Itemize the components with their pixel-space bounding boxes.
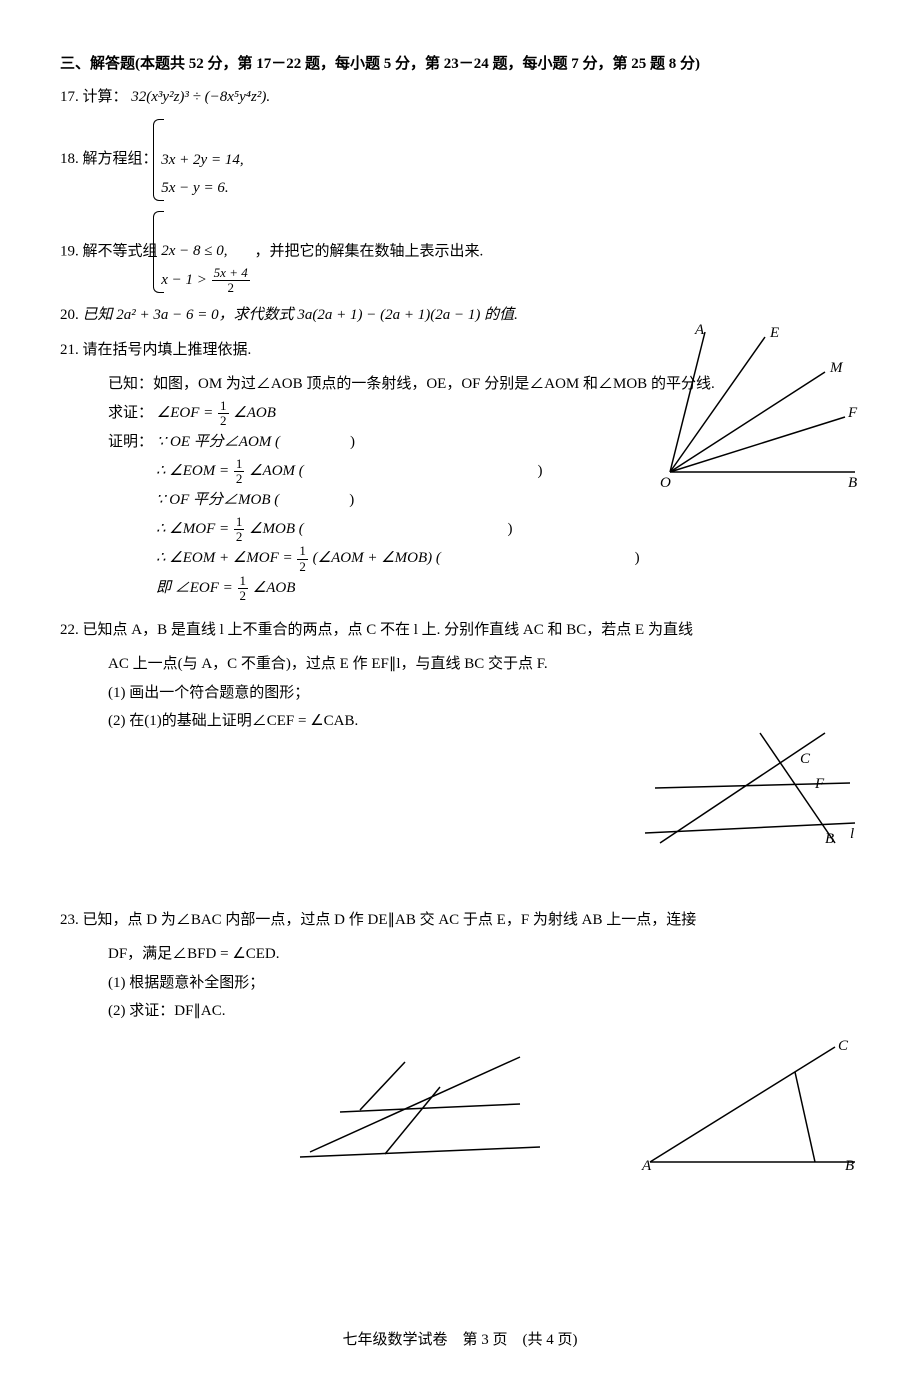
label-F: F	[814, 776, 825, 792]
page-footer: 七年级数学试卷 第 3 页 (共 4 页)	[0, 1326, 920, 1355]
q21-num: 21.	[60, 342, 79, 358]
q19-ineq1: 2x − 8 ≤ 0,	[161, 237, 250, 266]
q17-label: 计算：	[83, 89, 128, 105]
half-frac: 12	[297, 544, 308, 574]
q22-p1: (1) 画出一个符合题意的图形；	[60, 679, 860, 708]
frac-d: 2	[234, 472, 245, 486]
q21-l2-right: ∠AOM (	[249, 463, 304, 479]
half-frac: 12	[234, 515, 245, 545]
frac-d: 2	[212, 281, 250, 295]
q18-brace: 3x + 2y = 14, 5x − y = 6.	[161, 117, 243, 203]
label-B: B	[825, 831, 834, 847]
question-23: 23. 已知，点 D 为∠BAC 内部一点，过点 D 作 DE∥AB 交 AC …	[60, 906, 860, 935]
q19-label: 解不等式组	[83, 243, 158, 259]
frac-n: 1	[297, 544, 308, 559]
frac-d: 2	[297, 560, 308, 574]
q21-prove-right: ∠AOB	[233, 405, 276, 421]
half-frac: 12	[238, 574, 249, 604]
q19-brace: 2x − 8 ≤ 0, x − 1 > 5x + 4 2	[161, 209, 250, 296]
q23-stem2: DF，满足∠BFD = ∠CED.	[60, 940, 860, 969]
q21-l2-left: ∴ ∠EOM =	[156, 463, 229, 479]
label-C: C	[838, 1038, 849, 1054]
question-22: 22. 已知点 A，B 是直线 l 上不重合的两点，点 C 不在 l 上. 分别…	[60, 616, 860, 645]
label-A: A	[641, 1158, 652, 1172]
q17-expr: 32(x³y²z)³ ÷ (−8x⁵y⁴z²).	[131, 89, 270, 105]
label-l: l	[850, 826, 854, 842]
q23-num: 23.	[60, 912, 79, 928]
label-O: O	[660, 475, 671, 491]
q19-ineq2-frac: 5x + 4 2	[212, 266, 250, 296]
label-M: M	[829, 360, 844, 376]
q18-num: 18.	[60, 151, 79, 167]
frac-d: 2	[238, 589, 249, 603]
q21-l4-left: ∴ ∠MOF =	[156, 521, 229, 537]
q21-l5-left: ∴ ∠EOM + ∠MOF =	[156, 551, 293, 567]
q21-l3: ∵ OF 平分∠MOB (	[156, 492, 279, 508]
q21-l1: ∵ OE 平分∠AOM (	[157, 434, 280, 450]
question-19: 19. 解不等式组 2x − 8 ≤ 0, x − 1 > 5x + 4 2 ，…	[60, 209, 860, 296]
q21-figure: A E M F B O	[650, 322, 860, 492]
frac-d: 2	[218, 414, 229, 428]
q19-ineq2-left: x − 1 >	[161, 272, 207, 288]
label-A: A	[694, 322, 705, 338]
half-frac: 12	[218, 399, 229, 429]
q21-proof-l5: ∴ ∠EOM + ∠MOF = 12 (∠AOM + ∠MOB) ( )	[60, 544, 860, 574]
frac-n: 1	[238, 574, 249, 589]
section-title: 三、解答题(本题共 52 分，第 17－22 题，每小题 5 分，第 23－24…	[60, 50, 860, 79]
q21-prove-label: 求证：	[108, 405, 153, 421]
q19-tail: ，并把它的解集在数轴上表示出来.	[254, 243, 483, 259]
q23-sketch	[290, 1042, 550, 1172]
q21-l6-right: ∠AOB	[253, 580, 296, 596]
label-B: B	[848, 475, 857, 491]
q22-num: 22.	[60, 622, 79, 638]
q21-l5-right: (∠AOM + ∠MOB) (	[313, 551, 441, 567]
label-E: E	[769, 325, 779, 341]
q21-l6-left: 即 ∠EOF =	[156, 580, 233, 596]
q23-figure: A B C	[640, 1032, 860, 1172]
q21-proof-l4: ∴ ∠MOF = 12 ∠MOB ( )	[60, 515, 860, 545]
q21-l4-right: ∠MOB (	[249, 521, 304, 537]
label-B: B	[845, 1158, 854, 1172]
q21-proof-l6: 即 ∠EOF = 12 ∠AOB	[60, 574, 860, 604]
frac-n: 1	[218, 399, 229, 414]
q19-num: 19.	[60, 243, 79, 259]
q21-prove-left: ∠EOF =	[157, 405, 213, 421]
frac-n: 1	[234, 457, 245, 472]
q21-title: 请在括号内填上推理依据.	[83, 342, 252, 358]
q18-eq1: 3x + 2y = 14,	[161, 146, 243, 175]
q18-label: 解方程组：	[83, 151, 158, 167]
q22-stem1: 已知点 A，B 是直线 l 上不重合的两点，点 C 不在 l 上. 分别作直线 …	[83, 622, 693, 638]
q17-num: 17.	[60, 89, 79, 105]
q20-text: 已知 2a² + 3a − 6 = 0，求代数式 3a(2a + 1) − (2…	[83, 307, 518, 323]
q23-p2: (2) 求证：DF∥AC.	[60, 997, 860, 1026]
question-17: 17. 计算： 32(x³y²z)³ ÷ (−8x⁵y⁴z²).	[60, 83, 860, 112]
q23-p1: (1) 根据题意补全图形；	[60, 969, 860, 998]
frac-n: 1	[234, 515, 245, 530]
label-F: F	[847, 405, 858, 421]
label-C: C	[800, 751, 811, 767]
q21-proof-label: 证明：	[108, 434, 153, 450]
question-18: 18. 解方程组： 3x + 2y = 14, 5x − y = 6.	[60, 117, 860, 203]
q22-stem2: AC 上一点(与 A，C 不重合)，过点 E 作 EF∥l，与直线 BC 交于点…	[60, 650, 860, 679]
q18-eq2: 5x − y = 6.	[161, 174, 243, 203]
q22-figure: C F B l	[640, 728, 860, 848]
frac-d: 2	[234, 530, 245, 544]
frac-n: 5x + 4	[212, 266, 250, 281]
half-frac: 12	[234, 457, 245, 487]
q20-num: 20.	[60, 307, 79, 323]
q23-stem1: 已知，点 D 为∠BAC 内部一点，过点 D 作 DE∥AB 交 AC 于点 E…	[83, 912, 697, 928]
